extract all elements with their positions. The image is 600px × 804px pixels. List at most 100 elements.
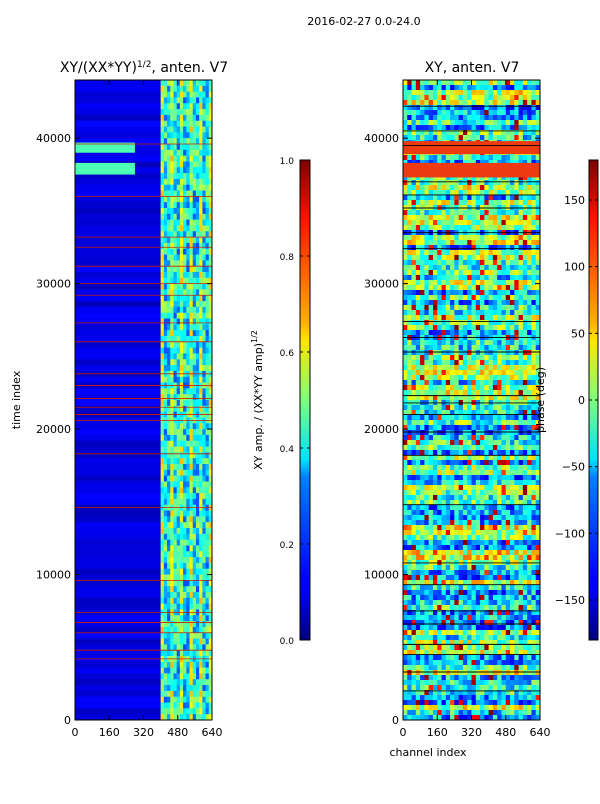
heatmap-cell (167, 511, 171, 517)
heatmap-cell (420, 515, 425, 520)
heatmap-cell (193, 103, 197, 109)
heatmap-cell (193, 231, 197, 237)
heatmap-cell (202, 441, 206, 447)
heatmap-cell (183, 592, 187, 598)
heatmap-cell (467, 420, 472, 425)
heatmap-cell (531, 250, 536, 255)
heatmap-cell (167, 289, 171, 295)
heatmap-cell (472, 425, 477, 430)
heatmap-cell (463, 110, 468, 115)
heatmap-cell (403, 550, 408, 555)
heatmap-cell (202, 115, 206, 121)
heatmap-cell (510, 325, 515, 330)
heatmap-cell (412, 320, 417, 325)
heatmap-cell (527, 365, 532, 370)
heatmap-cell (173, 551, 177, 557)
heatmap-cell (412, 495, 417, 500)
heatmap-cell (463, 265, 468, 270)
heatmap-cell (433, 380, 438, 385)
heatmap-cell (501, 510, 506, 515)
heatmap-cell (186, 150, 190, 156)
heatmap-cell (463, 185, 468, 190)
heatmap-cell (497, 470, 502, 475)
heatmap-cell (177, 499, 181, 505)
heatmap-cell (180, 464, 184, 470)
heatmap-cell (531, 480, 536, 485)
colorbar-tick-label: 0.6 (280, 349, 295, 359)
heatmap-cell (480, 545, 485, 550)
heatmap-cell (416, 445, 421, 450)
heatmap-cell (420, 295, 425, 300)
heatmap-cell (202, 289, 206, 295)
heatmap-cell (173, 452, 177, 458)
heatmap-cell (407, 540, 412, 545)
heatmap-cell (161, 202, 165, 208)
heatmap-cell (480, 360, 485, 365)
heatmap-cell (463, 520, 468, 525)
heatmap-cell (476, 325, 481, 330)
heatmap-cell (202, 161, 206, 167)
heatmap-cell (519, 430, 524, 435)
heatmap-cell (497, 375, 502, 380)
heatmap-cell (433, 345, 438, 350)
heatmap-cell (437, 95, 442, 100)
heatmap-cell (206, 330, 210, 336)
heatmap-cell (180, 103, 184, 109)
heatmap-cell (472, 405, 477, 410)
heatmap-cell (459, 270, 464, 275)
heatmap-cell (180, 237, 184, 243)
heatmap-cell (170, 639, 174, 645)
heatmap-cell (180, 528, 184, 534)
heatmap-cell (164, 493, 168, 499)
heatmap-cell (531, 360, 536, 365)
heatmap-cell (510, 440, 515, 445)
heatmap-cell (493, 340, 498, 345)
heatmap-cell (484, 485, 489, 490)
heatmap-cell (424, 370, 429, 375)
heatmap-cell (484, 215, 489, 220)
heatmap-cell (403, 490, 408, 495)
heatmap-cell (420, 220, 425, 225)
heatmap-cell (170, 295, 174, 301)
heatmap-cell (412, 110, 417, 115)
heatmap-cell (202, 423, 206, 429)
heatmap-cell (403, 535, 408, 540)
heatmap-cell (180, 644, 184, 650)
heatmap-cell (75, 127, 161, 133)
heatmap-cell (493, 215, 498, 220)
heatmap-cell (183, 435, 187, 441)
heatmap-cell (450, 315, 455, 320)
heatmap-cell (484, 125, 489, 130)
heatmap-cell (420, 195, 425, 200)
heatmap-cell (206, 464, 210, 470)
heatmap-cell (437, 440, 442, 445)
heatmap-cell (177, 708, 181, 714)
heatmap-cell (497, 285, 502, 290)
heatmap-cell (514, 495, 519, 500)
heatmap-cell (164, 150, 168, 156)
heatmap-cell (170, 121, 174, 127)
heatmap-cell (164, 167, 168, 173)
heatmap-cell (170, 534, 174, 540)
heatmap-cell (463, 490, 468, 495)
heatmap-cell (467, 385, 472, 390)
heatmap-cell (527, 225, 532, 230)
heatmap-cell (459, 475, 464, 480)
heatmap-cell (446, 505, 451, 510)
heatmap-cell (407, 495, 412, 500)
heatmap-cell (463, 85, 468, 90)
heatmap-cell (446, 415, 451, 420)
heatmap-cell (164, 359, 168, 365)
heatmap-cell (433, 465, 438, 470)
heatmap-cell (420, 245, 425, 250)
heatmap-cell (180, 639, 184, 645)
heatmap-cell (177, 348, 181, 354)
heatmap-cell (489, 540, 494, 545)
heatmap-cell (506, 280, 511, 285)
heatmap-cell (527, 545, 532, 550)
heatmap-cell (183, 703, 187, 709)
heatmap-cell (167, 575, 171, 581)
heatmap-cell (167, 121, 171, 127)
heatmap-cell (454, 525, 459, 530)
heatmap-cell (467, 95, 472, 100)
